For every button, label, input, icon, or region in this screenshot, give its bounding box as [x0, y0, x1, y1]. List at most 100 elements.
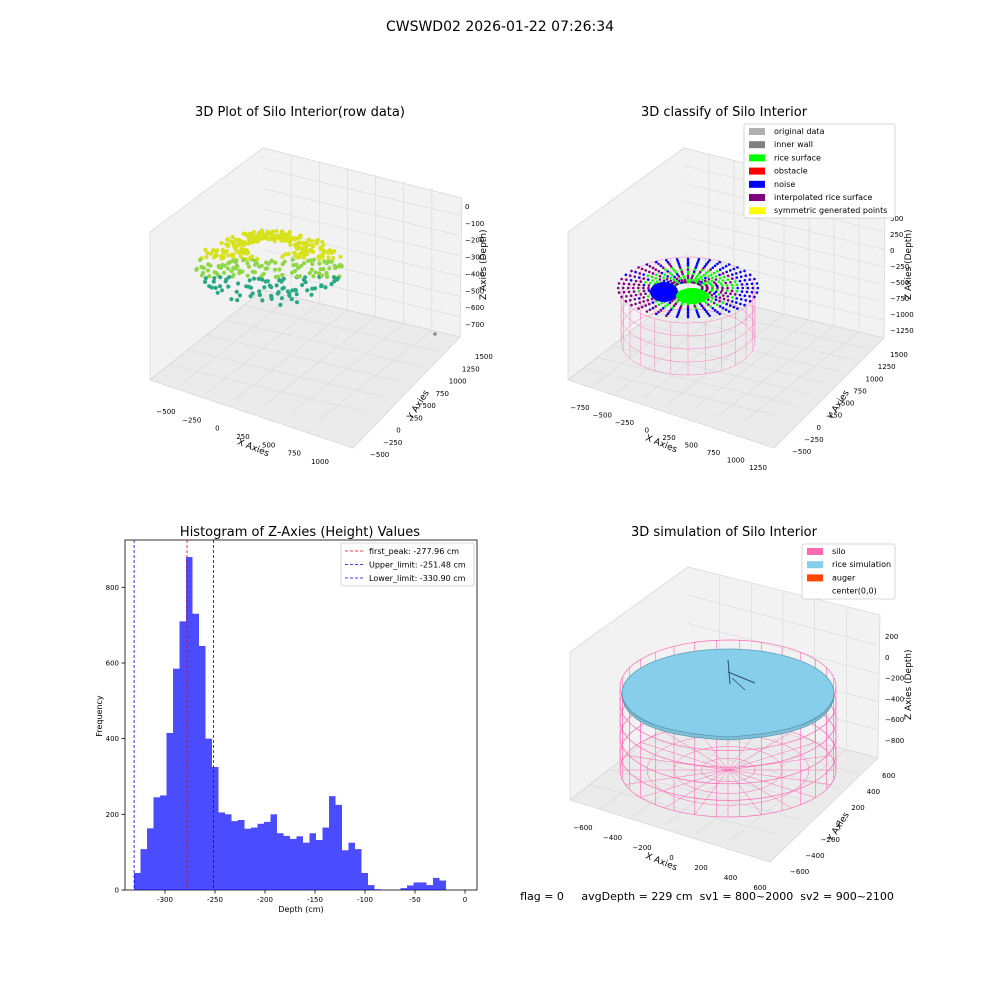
histogram-xlabel: Depth (cm) [278, 905, 323, 914]
raw-point-419 [332, 249, 337, 254]
raw-point-389 [335, 276, 340, 281]
classify-point-233 [704, 272, 708, 275]
raw-point-391 [309, 292, 314, 297]
classify-point-271 [693, 268, 697, 271]
classify-point-29 [684, 280, 687, 284]
histogram-xtick-label-1: -250 [207, 896, 223, 904]
classify-point-71 [689, 278, 693, 282]
histogram-bar-22 [277, 833, 284, 890]
classify-point-146 [669, 276, 672, 280]
classify-point-162 [719, 291, 723, 294]
classify-point-349 [678, 264, 681, 267]
classify-point-249 [693, 305, 697, 308]
classify-point-151 [691, 274, 694, 278]
raw-point-267 [320, 254, 325, 259]
histogram-bar-31 [335, 804, 342, 890]
raw-point-304 [244, 284, 249, 289]
classify-point-31 [689, 280, 692, 284]
classify-point-113 [697, 277, 701, 281]
raw-point-181 [277, 278, 282, 283]
raw-grid-line-14 [262, 208, 461, 257]
histogram-bar-24 [290, 838, 297, 890]
classify-point-401 [750, 290, 754, 294]
classify-point-276 [722, 275, 726, 279]
classify-point-381 [627, 282, 631, 286]
classify-point-393 [713, 264, 717, 268]
sim-x-tick-5: 400 [724, 874, 737, 882]
classify-legend-label-3: obstacle [774, 167, 808, 176]
rice-simulation-rim [621, 692, 835, 741]
classify-point-398 [743, 279, 747, 282]
classify-point-205 [714, 298, 718, 302]
classify-point-332 [669, 308, 673, 312]
classify-point-210 [686, 303, 690, 306]
classify-point-292 [671, 306, 674, 310]
raw-point-307 [212, 270, 217, 275]
simulation-xtick-labels: −600 −400 −200 0 200 400 600 [573, 824, 766, 892]
raw-point-416 [315, 237, 320, 243]
classify-point-266 [660, 271, 664, 275]
cls-y-tick-5: 750 [853, 387, 866, 395]
raw-point-375 [248, 237, 253, 242]
raw-grid-line-4 [168, 364, 366, 413]
raw-point-369 [203, 276, 208, 281]
classify-point-26 [678, 281, 681, 285]
classify-point-342 [634, 279, 638, 283]
raw-point-397 [235, 298, 240, 303]
cls-z-tick-1: 250 [890, 231, 903, 239]
classify-point-451 [675, 315, 679, 319]
raw-point-366 [237, 293, 242, 298]
classify-point-299 [637, 289, 641, 293]
raw-point-273 [281, 285, 286, 290]
classify-point-380 [626, 286, 630, 290]
sim-grid-line-8 [696, 741, 815, 834]
raw-point-333 [217, 284, 223, 289]
classify-point-345 [648, 270, 651, 274]
classify-point-412 [666, 312, 670, 316]
histogram-bar-25 [296, 836, 303, 890]
classify-point-248 [700, 304, 704, 308]
histogram-vertical-lines [133, 540, 214, 890]
classify-point-353 [711, 266, 715, 270]
raw-point-403 [199, 273, 205, 278]
classify-point-384 [638, 272, 641, 275]
classify-point-145 [665, 278, 669, 281]
raw-point-223 [219, 255, 225, 260]
raw-point-346 [293, 237, 298, 242]
histogram-bar-42 [407, 885, 414, 890]
classify-point-355 [725, 270, 728, 274]
raw-x-tick-3: 250 [236, 433, 249, 441]
raw-point-8 [269, 259, 274, 264]
raw-point-308 [205, 268, 211, 273]
raw-point-67 [294, 255, 299, 260]
classify-point-144 [662, 279, 666, 283]
raw-point-249 [227, 275, 232, 280]
classify-point-356 [731, 273, 734, 276]
panel-raw-title: 3D Plot of Silo Interior(row data) [195, 105, 405, 120]
classify-point-183 [655, 280, 659, 283]
classify-point-472 [708, 259, 711, 262]
histogram-bar-30 [329, 796, 336, 890]
classify-point-236 [718, 277, 722, 280]
raw-point-217 [237, 271, 242, 276]
raw-point-320 [326, 255, 331, 260]
classify-point-30 [686, 280, 690, 284]
raw-point-75 [252, 262, 258, 267]
raw-point-392 [294, 300, 300, 305]
classify-point-317 [731, 277, 734, 280]
raw-point-410 [230, 234, 235, 240]
classify-point-411 [676, 313, 680, 317]
raw-point-212 [280, 278, 285, 283]
raw-point-361 [287, 293, 292, 298]
raw-point-36 [290, 257, 295, 262]
raw-point-233 [303, 244, 308, 249]
classify-point-190 [686, 272, 690, 275]
classify-point-386 [651, 266, 655, 270]
cls-y-tick-8: 1500 [890, 351, 908, 359]
histogram-xtick-label-3: -150 [307, 896, 323, 904]
classify-point-225 [658, 275, 662, 278]
raw-point-376 [259, 228, 264, 233]
classify-point-200 [726, 286, 729, 290]
raw-point-415 [297, 235, 302, 240]
histogram-bar-14 [225, 814, 232, 890]
